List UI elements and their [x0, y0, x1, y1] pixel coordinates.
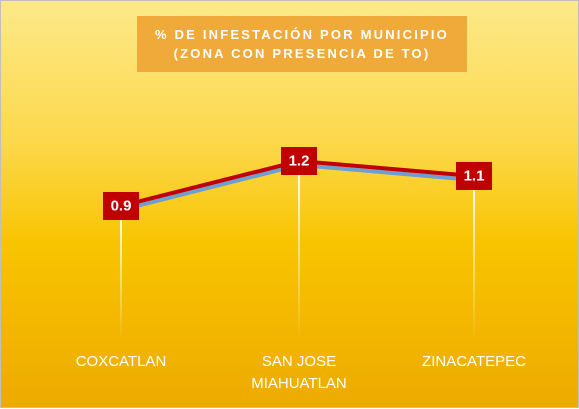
x-tick-label: SAN JOSE MIAHUATLAN	[251, 353, 347, 392]
data-label: 0.9	[111, 198, 132, 215]
drop-line	[120, 206, 122, 341]
chart-title: % DE INFESTACIÓN POR MUNICIPIO (ZONA CON…	[137, 16, 467, 72]
x-tick-label: COXCATLAN	[75, 353, 167, 370]
data-label-box	[281, 147, 317, 175]
drop-line	[298, 161, 300, 341]
data-label: 1.1	[464, 168, 485, 185]
x-tick-label: ZINACATEPEC	[422, 353, 526, 370]
data-label: 1.2	[289, 153, 310, 170]
data-label-box	[103, 192, 139, 220]
drop-line	[473, 176, 475, 341]
data-label-box	[456, 162, 492, 190]
